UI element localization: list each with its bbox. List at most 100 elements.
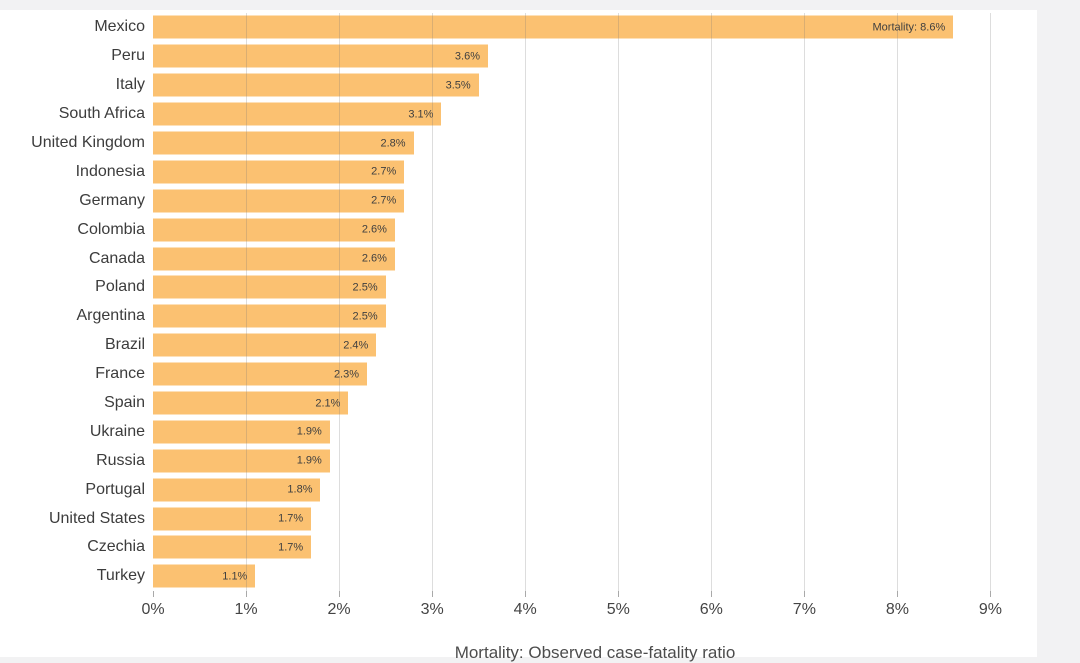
country-label: Czechia (87, 538, 145, 556)
bar-row: Czechia 1.7% (87, 533, 1037, 562)
country-label: South Africa (58, 105, 145, 123)
country-label: Canada (88, 249, 145, 267)
bar-row: France 2.3% (95, 360, 1037, 389)
bar-france[interactable]: 2.3% (153, 362, 368, 386)
bar-value-label: 3.6% (454, 50, 480, 63)
bar-value-label: 1.7% (278, 512, 304, 525)
country-label: Peru (111, 47, 145, 65)
bar-value-label: 2.3% (333, 368, 360, 381)
country-label: Poland (95, 278, 145, 296)
x-axis-tick-label: 2% (327, 601, 351, 618)
bar-value-label: 3.5% (445, 79, 471, 92)
bar-row: Mexico Mortality: 8.6% (94, 13, 1037, 42)
country-label: Italy (115, 76, 145, 94)
x-axis-tick-label: 9% (978, 601, 1003, 618)
x-axis-tick (804, 591, 806, 597)
bar-value-label: 2.4% (343, 339, 369, 352)
country-label: Spain (104, 394, 145, 412)
x-axis-tick (990, 591, 992, 597)
x-axis-tick-label: 7% (792, 601, 816, 618)
bar-row: United States 1.7% (49, 504, 1037, 533)
x-axis-tick (618, 591, 620, 597)
bar-value-label: 1.8% (287, 483, 313, 496)
bar-colombia[interactable]: 2.6% (153, 218, 395, 242)
bar-value-label: 1.9% (296, 454, 322, 467)
bar-mexico[interactable]: Mortality: 8.6% (153, 15, 954, 39)
bar-value-label: 3.1% (408, 108, 434, 121)
country-label: United States (48, 509, 145, 527)
bar-portugal[interactable]: 1.8% (153, 478, 321, 502)
bar-value-label: 2.6% (361, 252, 387, 265)
x-axis-tick (339, 591, 341, 597)
x-axis-tick-label: 3% (420, 601, 444, 618)
bar-value-label: 1.1% (222, 570, 248, 583)
country-label: Germany (79, 191, 145, 209)
bar-row: Poland 2.5% (95, 273, 1037, 302)
bar-value-label: 2.5% (352, 281, 378, 294)
bar-row: Argentina 2.5% (77, 302, 1037, 331)
x-axis-tick-label: 8% (885, 601, 909, 618)
x-axis-tick (897, 591, 899, 597)
bar-row: Canada 2.6% (89, 244, 1037, 273)
country-label: Ukraine (89, 422, 145, 440)
x-axis-tick (525, 591, 527, 597)
x-axis-tick-label: 6% (699, 601, 723, 618)
bar-germany[interactable]: 2.7% (153, 189, 405, 213)
bar-row: Russia 1.9% (96, 446, 1037, 475)
bar-row: Brazil 2.4% (105, 331, 1037, 360)
bar-row: Germany 2.7% (79, 186, 1037, 215)
country-label: Colombia (77, 220, 145, 238)
bar-value-label: 2.7% (371, 194, 397, 207)
x-axis-tick-label: 5% (606, 601, 630, 618)
bar-value-label: 2.6% (361, 223, 387, 236)
bar-poland[interactable]: 2.5% (153, 275, 386, 299)
bar-italy[interactable]: 3.5% (153, 73, 479, 97)
bar-row: Spain 2.1% (104, 389, 1037, 418)
bar-value-label: 2.8% (380, 137, 406, 149)
bar-ukraine[interactable]: 1.9% (153, 420, 330, 444)
bar-row: Portugal 1.8% (85, 475, 1037, 504)
bar-row: Colombia 2.6% (77, 215, 1037, 244)
x-axis-tick-label: 1% (234, 601, 258, 618)
x-axis-title: Mortality: Observed case-fatality ratio (454, 643, 736, 662)
country-label: Argentina (76, 307, 146, 325)
bar-turkey[interactable]: 1.1% (153, 564, 256, 588)
bar-spain[interactable]: 2.1% (153, 391, 349, 415)
x-axis-tick (711, 591, 713, 597)
bar-czechia[interactable]: 1.7% (153, 535, 312, 559)
bar-value-label: 1.7% (278, 541, 304, 554)
bar-rows: Mexico Mortality: 8.6% Peru 3.6% Italy 3.5% So… (31, 13, 1037, 591)
bar-united-kingdom[interactable]: 2.8% (153, 131, 414, 155)
bar-south-africa[interactable]: 3.1% (153, 102, 442, 126)
bar-value-label: 1.9% (296, 425, 322, 438)
chart-card: Mexico Mortality: 8.6% Peru 3.6% Italy 3.5% So… (0, 10, 1037, 662)
bar-united-states[interactable]: 1.7% (153, 507, 312, 531)
country-label: Mexico (94, 18, 145, 36)
bar-canada[interactable]: 2.6% (153, 247, 395, 271)
bar-row: United Kingdom 2.8% (31, 129, 1037, 158)
bar-indonesia[interactable]: 2.7% (153, 160, 405, 184)
country-label: Indonesia (75, 162, 145, 180)
bar-value-label: Mortality: 8.6% (872, 21, 946, 34)
bar-brazil[interactable]: 2.4% (153, 333, 377, 357)
plot-area: Mexico Mortality: 8.6% Peru 3.6% Italy 3.5% So… (31, 13, 1037, 618)
x-axis-tick (432, 591, 434, 597)
country-label: United Kingdom (31, 134, 145, 151)
bar-row: Indonesia 2.7% (76, 157, 1037, 186)
bar-row: Turkey 1.1% (97, 562, 1037, 591)
bar-row: Italy 3.5% (116, 71, 1037, 100)
bar-peru[interactable]: 3.6% (153, 44, 488, 68)
bar-value-label: 2.5% (352, 310, 378, 323)
bar-russia[interactable]: 1.9% (153, 449, 330, 473)
x-axis-tick (153, 591, 154, 597)
country-label: Portugal (85, 480, 145, 498)
country-label: France (95, 365, 145, 383)
bar-row: Peru 3.6% (111, 42, 1037, 71)
bar-argentina[interactable]: 2.5% (153, 304, 386, 328)
bar-value-label: 2.1% (315, 397, 341, 410)
country-label: Brazil (104, 336, 145, 354)
x-axis-tick-label: 4% (513, 601, 537, 618)
bar-row: Ukraine 1.9% (90, 417, 1037, 446)
x-axis-tick-label: 0% (141, 601, 165, 618)
